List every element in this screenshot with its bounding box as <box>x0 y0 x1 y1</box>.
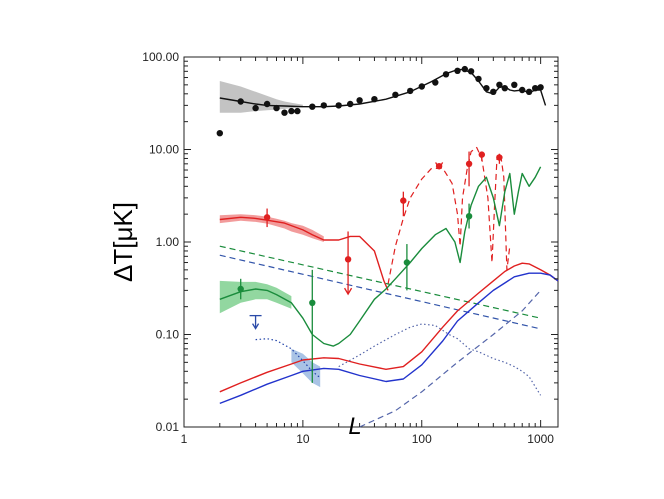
y-tick-label: 1.00 <box>156 235 180 249</box>
tt-data-point <box>519 86 526 94</box>
tt-data-point <box>475 75 482 83</box>
te-line <box>219 216 389 291</box>
ee-data-point <box>309 299 316 306</box>
bb-band <box>291 348 321 388</box>
tt-data-point <box>467 68 475 75</box>
upper-limit-arrow <box>252 323 260 330</box>
x-axis-label: L <box>348 413 361 440</box>
tt-data-point <box>525 88 533 96</box>
tt-data-point <box>490 88 497 96</box>
y-tick-label: 100.00 <box>142 50 179 64</box>
tt-data-point <box>461 65 468 73</box>
x-tick-label: 10 <box>296 432 310 446</box>
bb-foreground-dotted-line <box>338 323 542 396</box>
tt-data-point <box>392 91 399 99</box>
tt-data-point <box>537 84 544 91</box>
tt-data-point <box>532 85 539 92</box>
data-points-group <box>216 65 544 383</box>
tt-data-point <box>320 102 327 109</box>
ee-data-point <box>465 213 473 220</box>
tt-band <box>219 81 303 113</box>
tt-data-point <box>454 67 461 75</box>
bb-tensor-line <box>219 262 559 393</box>
te-data-arrow <box>435 162 444 170</box>
y-tick-label: 10.00 <box>149 143 179 157</box>
x-tick-label: 100 <box>412 432 432 446</box>
ee-data-point <box>237 285 244 293</box>
tt-data-point <box>335 102 342 109</box>
tt-data-point <box>288 107 295 115</box>
x-tick-label: 1 <box>181 432 188 446</box>
tt-data-point <box>273 104 280 112</box>
tt-data-point <box>442 71 450 78</box>
ee-line <box>219 166 542 347</box>
tt-data-point <box>496 81 503 89</box>
te-data-point <box>478 151 485 158</box>
tt-data-point <box>418 83 425 90</box>
te-data-point <box>496 154 503 161</box>
y-tick-label: 0.10 <box>156 328 180 342</box>
axis-ticks <box>183 56 558 428</box>
tt-data-point <box>216 130 223 137</box>
ee-primordial-dashed-line <box>219 245 541 319</box>
te-data-arrow <box>344 287 353 296</box>
x-tick-label: 1000 <box>527 432 554 446</box>
bb-primordial-dashed-line <box>219 254 541 330</box>
te-data-point <box>400 197 407 204</box>
tt-data-point <box>356 97 363 104</box>
tick-labels: 1 10 100 1000 0.01 0.10 1.00 10.00 100.00 <box>142 50 554 446</box>
tt-data-point <box>281 109 288 116</box>
tt-data-point <box>407 87 414 95</box>
te-data-point <box>465 160 473 167</box>
y-axis-label: ΔT[μK] <box>108 202 138 282</box>
confidence-bands <box>219 81 324 388</box>
tt-data-point <box>252 104 259 112</box>
tt-data-point <box>371 96 378 103</box>
series-group <box>219 68 559 428</box>
te-band <box>219 214 324 242</box>
tt-data-point <box>309 103 316 110</box>
te-data-point <box>263 214 271 221</box>
tt-data-point <box>263 100 271 108</box>
lensing-dashed-line <box>359 289 542 428</box>
y-tick-label: 0.01 <box>156 420 180 434</box>
tt-data-point <box>483 85 490 92</box>
tt-data-point <box>347 100 354 108</box>
ee-data-point <box>403 259 411 266</box>
tt-data-point <box>511 81 518 89</box>
tt-data-point <box>432 79 439 86</box>
tt-data-point <box>294 107 301 115</box>
te-data-point <box>344 256 352 263</box>
tt-data-point <box>237 98 244 105</box>
tt-data-point <box>501 85 508 92</box>
bb-lensing-line <box>219 272 559 405</box>
